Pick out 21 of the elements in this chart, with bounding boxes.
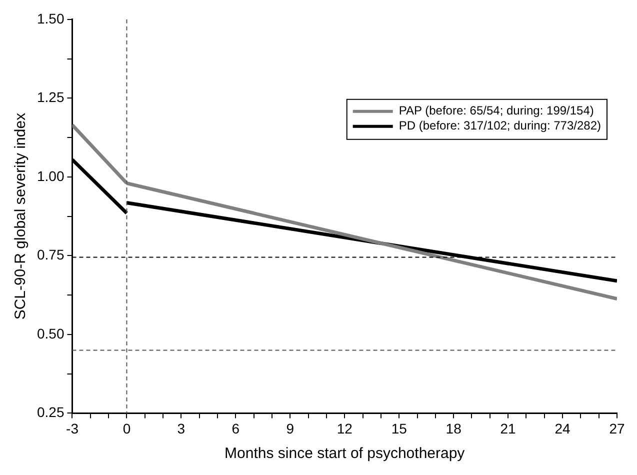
- x-tick-label: 3: [177, 420, 186, 436]
- y-tick-label: 0.25: [37, 404, 64, 420]
- y-tick-label: 0.50: [37, 325, 64, 342]
- y-axis-title: SCL-90-R global severity index: [12, 112, 30, 320]
- x-tick-label: 6: [232, 420, 240, 436]
- x-axis-title: Months since start of psychotherapy: [224, 445, 466, 462]
- x-tick-label: 15: [391, 420, 408, 436]
- y-tick-label: 1.00: [37, 168, 64, 184]
- y-tick-label: 0.75: [37, 246, 64, 263]
- legend-label: PAP (before: 65/54; during: 199/154): [398, 104, 594, 118]
- x-tick-label: 27: [609, 420, 625, 436]
- y-tick-label: 1.25: [37, 89, 64, 106]
- x-tick-label: -3: [66, 420, 79, 436]
- x-tick-label: 24: [554, 420, 571, 436]
- legend-label: PD (before: 317/102; during: 773/282): [398, 118, 602, 133]
- y-tick-label: 1.50: [37, 10, 64, 26]
- x-tick-label: 9: [286, 420, 294, 436]
- x-tick-label: 12: [336, 420, 353, 436]
- x-tick-label: 18: [446, 420, 462, 436]
- x-tick-label: 21: [500, 420, 516, 436]
- x-tick-label: 0: [122, 420, 131, 436]
